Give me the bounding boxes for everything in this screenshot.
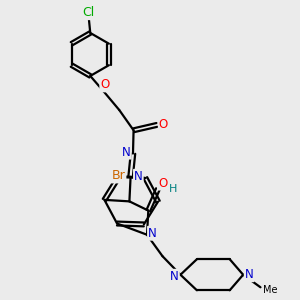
Text: N: N (170, 270, 179, 283)
Text: Cl: Cl (83, 6, 95, 19)
Text: N: N (134, 170, 143, 183)
Text: O: O (159, 118, 168, 131)
Text: O: O (158, 177, 167, 190)
Text: Me: Me (263, 285, 278, 295)
Text: N: N (122, 146, 131, 159)
Text: H: H (169, 184, 178, 194)
Text: N: N (148, 227, 157, 240)
Text: Br: Br (112, 169, 125, 182)
Text: O: O (100, 78, 110, 92)
Text: N: N (245, 268, 254, 281)
